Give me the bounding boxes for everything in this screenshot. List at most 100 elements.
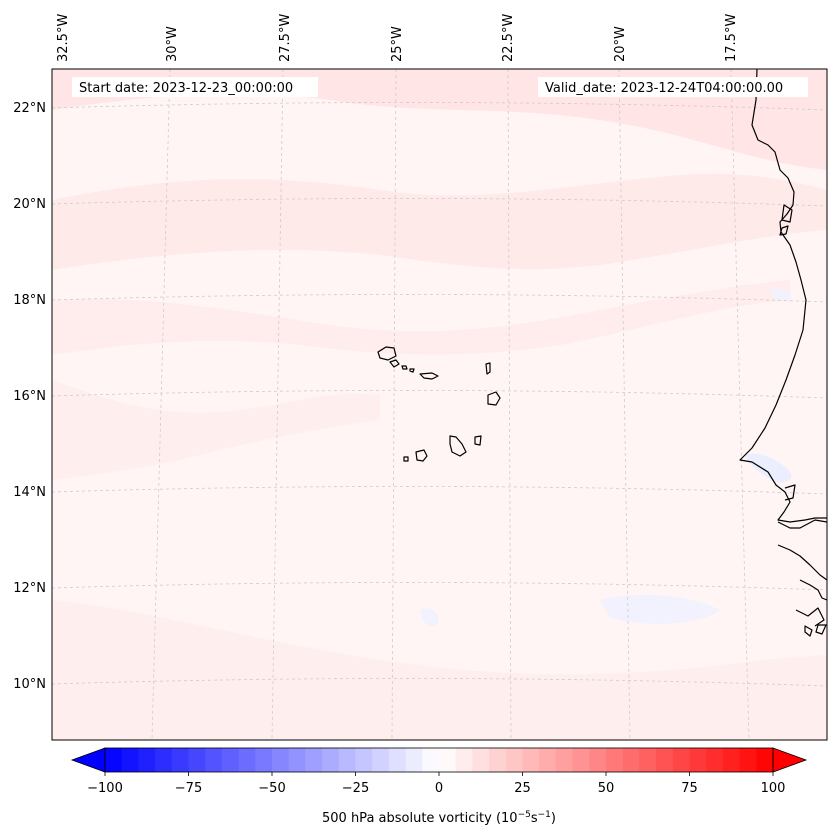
colorbar-tick-label: 100 xyxy=(761,781,786,796)
island-santo-antao xyxy=(377,346,397,361)
gridline-lon xyxy=(151,69,171,740)
colorbar-segment xyxy=(472,748,490,772)
colorbar-tick-label: 75 xyxy=(681,781,698,796)
colorbar-segment xyxy=(255,748,273,772)
colorbar-segment xyxy=(155,748,173,772)
coastlines xyxy=(377,69,827,637)
colorbar-segment xyxy=(238,748,256,772)
gridline-lat xyxy=(52,678,827,687)
island-brava xyxy=(403,456,409,462)
gridline-lat xyxy=(52,294,827,303)
colorbar-segment xyxy=(205,748,223,772)
island-fogo xyxy=(415,449,428,462)
lat-label: 12°N xyxy=(13,581,46,596)
gridline-lat xyxy=(52,486,827,495)
colorbar-segment xyxy=(589,748,607,772)
colorbar-segment xyxy=(221,748,239,772)
lon-label: 25°W xyxy=(390,26,405,62)
colorbar-segment xyxy=(706,748,724,772)
colorbar-segment xyxy=(422,748,440,772)
colorbar-segment xyxy=(555,748,573,772)
colorbar-tick-label: −25 xyxy=(342,781,369,796)
island-sal xyxy=(485,362,491,375)
coastline-africa xyxy=(739,69,827,523)
lon-label: 30°W xyxy=(165,26,180,62)
colorbar-segment xyxy=(322,748,340,772)
latitude-labels: 22°N 20°N 18°N 16°N 14°N 12°N 10°N xyxy=(13,101,46,692)
colorbar-segment xyxy=(388,748,406,772)
colorbar-segment xyxy=(672,748,690,772)
start-date-box xyxy=(72,77,318,97)
colorbar-segment xyxy=(489,748,507,772)
colorbar-segment xyxy=(188,748,206,772)
colorbar-segment xyxy=(121,748,139,772)
colorbar-segment xyxy=(639,748,657,772)
lat-label: 18°N xyxy=(13,293,46,308)
lat-label: 10°N xyxy=(13,677,46,692)
colorbar-segment xyxy=(338,748,356,772)
colorbar-segment xyxy=(171,748,189,772)
valid-date-box xyxy=(538,77,808,97)
gridline-lon xyxy=(391,69,397,740)
gridline-lon xyxy=(507,69,512,740)
valid-date-label: Valid_date: 2023-12-24T04:00:00.00 xyxy=(545,81,783,96)
colorbar-segment xyxy=(372,748,390,772)
island-boa-vista xyxy=(487,391,501,406)
graticule xyxy=(52,69,827,740)
vorticity-patch-blue-coast xyxy=(745,453,792,483)
island-sao-nicolau xyxy=(409,368,439,380)
lat-label: 22°N xyxy=(13,101,46,116)
vorticity-band-mid xyxy=(52,280,790,355)
colorbar-segments xyxy=(105,748,774,772)
lon-label: 17.5°W xyxy=(724,14,739,62)
vorticity-band-upper xyxy=(52,173,827,270)
colorbar-segment xyxy=(522,748,540,772)
lon-label: 22.5°W xyxy=(501,14,516,62)
colorbar-segment xyxy=(739,748,757,772)
colorbar-segment xyxy=(439,748,457,772)
vorticity-patch-blue-small xyxy=(420,608,439,627)
colorbar-segment xyxy=(355,748,373,772)
map-frame xyxy=(51,68,828,741)
island-santiago xyxy=(449,435,467,457)
colorbar-segment xyxy=(622,748,640,772)
colorbar-tick-label: 0 xyxy=(435,781,443,796)
gridline-lon xyxy=(730,69,750,740)
gridline-lat xyxy=(52,390,827,399)
gridline-lat xyxy=(52,582,827,591)
colorbar-segment xyxy=(272,748,290,772)
colorbar: −100 −75 −50 −25 0 25 50 75 100 500 hPa absolute… xyxy=(70,747,808,826)
colorbar-segment xyxy=(405,748,423,772)
lon-label: 27.5°W xyxy=(278,14,293,62)
colorbar-segment xyxy=(606,748,624,772)
colorbar-max-extend-arrow xyxy=(772,747,808,773)
lon-label: 32.5°W xyxy=(56,14,71,62)
colorbar-segment xyxy=(138,748,156,772)
lat-label: 20°N xyxy=(13,197,46,212)
gridline-lat xyxy=(52,102,827,111)
gridline-lon xyxy=(271,69,284,740)
vorticity-patch-blue-north xyxy=(770,288,792,302)
colorbar-segment xyxy=(756,748,774,772)
lat-label: 14°N xyxy=(13,485,46,500)
longitude-labels: 32.5°W 30°W 27.5°W 25°W 22.5°W 20°W 17.5… xyxy=(56,14,739,62)
start-date-label: Start date: 2023-12-23_00:00:00 xyxy=(79,81,293,96)
colorbar-segment xyxy=(105,748,123,772)
colorbar-min-extend-arrow xyxy=(70,747,106,773)
colorbar-label: 500 hPa absolute vorticity (10−5s−1) xyxy=(322,810,556,826)
colorbar-segment xyxy=(455,748,473,772)
coastline-senegal-gambia xyxy=(777,484,827,637)
colorbar-segment xyxy=(572,748,590,772)
colorbar-ticks: −100 −75 −50 −25 0 25 50 75 100 xyxy=(87,772,785,796)
coastline-banc-arguin xyxy=(779,204,793,236)
gridline-lon xyxy=(618,69,631,740)
colorbar-segment xyxy=(539,748,557,772)
island-santa-luzia xyxy=(401,365,408,370)
colorbar-tick-label: 50 xyxy=(598,781,615,796)
lat-label: 16°N xyxy=(13,389,46,404)
island-sao-vicente xyxy=(389,359,400,368)
map-panel: Start date: 2023-12-23_00:00:00 Valid_da… xyxy=(51,68,828,741)
colorbar-segment xyxy=(689,748,707,772)
island-maio xyxy=(474,435,482,446)
